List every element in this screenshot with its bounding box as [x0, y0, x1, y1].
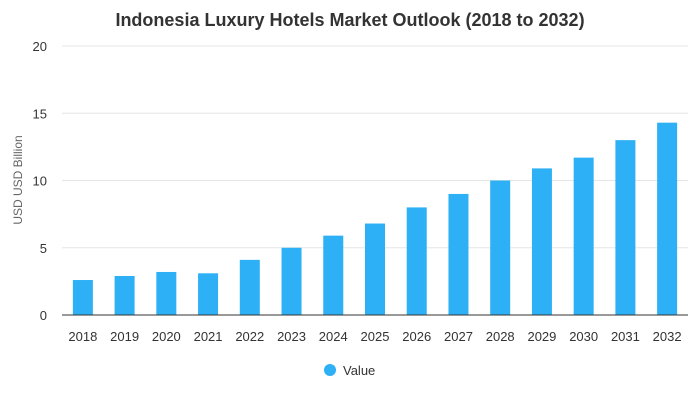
- y-axis-label: USD USD Billion: [11, 135, 25, 224]
- legend-marker: [324, 364, 336, 376]
- bar-2028[interactable]: [490, 180, 511, 316]
- bar-2032[interactable]: [657, 122, 678, 315]
- x-tick-label: 2024: [319, 329, 348, 344]
- legend-label-value: Value: [343, 363, 375, 378]
- bar-2020[interactable]: [156, 271, 177, 315]
- x-tick-label: 2022: [235, 329, 264, 344]
- y-tick-label: 20: [33, 39, 47, 54]
- bar-2019[interactable]: [114, 275, 135, 315]
- bar-2027[interactable]: [448, 193, 469, 315]
- x-tick-label: 2028: [486, 329, 515, 344]
- x-tick-label: 2027: [444, 329, 473, 344]
- y-tick-label: 10: [33, 174, 47, 189]
- bar-2022[interactable]: [239, 259, 260, 315]
- x-tick-label: 2021: [194, 329, 223, 344]
- bar-2030[interactable]: [573, 157, 594, 315]
- y-tick-label: 0: [40, 308, 47, 323]
- bar-2026[interactable]: [406, 207, 427, 315]
- x-tick-label: 2030: [569, 329, 598, 344]
- x-tick-label: 2018: [68, 329, 97, 344]
- bar-2029[interactable]: [531, 168, 552, 315]
- x-tick-label: 2020: [152, 329, 181, 344]
- x-tick-label: 2019: [110, 329, 139, 344]
- bar-2021[interactable]: [198, 273, 219, 315]
- bar-2025[interactable]: [365, 223, 385, 315]
- gridlines: [62, 45, 688, 249]
- y-tick-label: 5: [40, 241, 47, 256]
- bar-2031[interactable]: [615, 140, 636, 315]
- x-axis-ticks: 2018 2019 2020 2021 2022 2023 2024 2025 2026 2027…: [68, 329, 681, 344]
- bar-2023[interactable]: [281, 247, 302, 315]
- bars: [72, 122, 678, 316]
- bar-2024[interactable]: [323, 235, 344, 315]
- x-tick-label: 2025: [361, 329, 390, 344]
- bar-2018[interactable]: [72, 280, 93, 315]
- y-axis-ticks: 0 5 10 15 20: [33, 39, 47, 323]
- chart-title: Indonesia Luxury Hotels Market Outlook (…: [115, 10, 584, 30]
- x-tick-label: 2032: [653, 329, 682, 344]
- x-tick-label: 2026: [402, 329, 431, 344]
- x-tick-label: 2023: [277, 329, 306, 344]
- x-tick-label: 2029: [527, 329, 556, 344]
- x-tick-label: 2031: [611, 329, 640, 344]
- y-tick-label: 15: [33, 106, 47, 121]
- legend[interactable]: Value: [324, 363, 375, 378]
